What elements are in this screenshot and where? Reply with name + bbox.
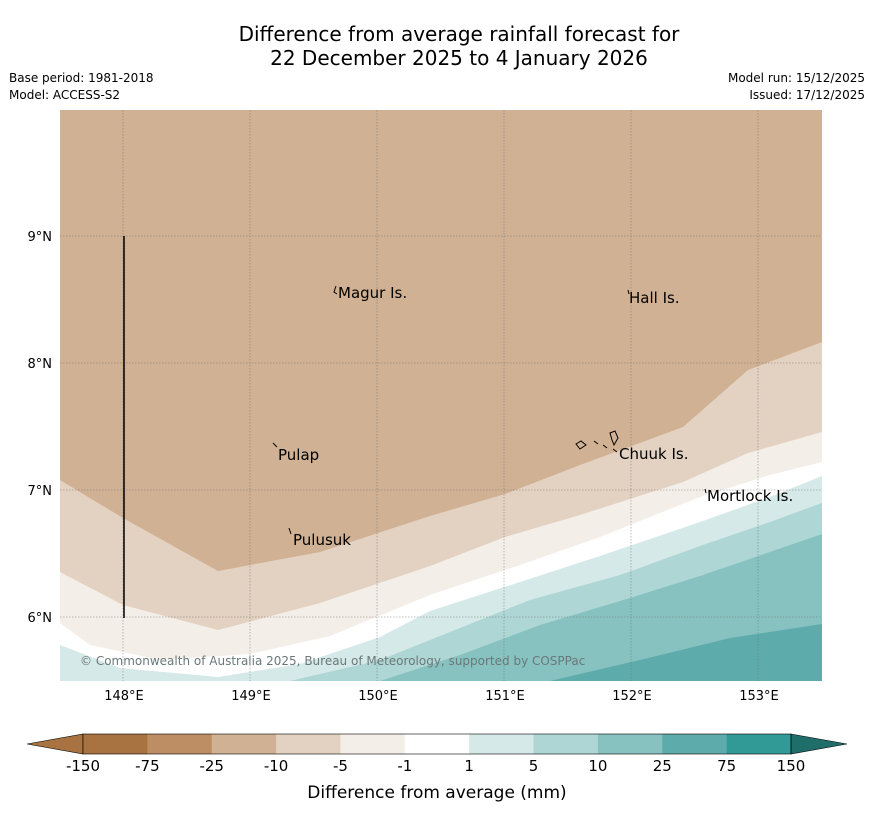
colorbar-segment-6 xyxy=(469,734,535,754)
chuuk-islet-3 xyxy=(602,444,608,449)
colorbar-tick-11: 150 xyxy=(777,757,806,775)
magur-island-shape xyxy=(333,285,338,295)
lon-label-153e: 153°E xyxy=(739,689,779,704)
island-label-pulusuk: Pulusuk xyxy=(293,531,351,549)
base-period: Base period: 1981-2018 xyxy=(9,71,154,85)
longitude-labels: 148°E 149°E 150°E 151°E 152°E 153°E xyxy=(104,689,779,704)
lon-label-152e: 152°E xyxy=(612,689,652,704)
colorbar-tick-8: 10 xyxy=(588,757,607,775)
colorbar-tick-0: -150 xyxy=(66,757,100,775)
colorbar-tick-9: 25 xyxy=(653,757,672,775)
island-outlines xyxy=(272,285,707,535)
mortlock-island-shape xyxy=(704,488,707,494)
pulap-island-shape xyxy=(272,442,278,448)
pulusuk-island-shape xyxy=(288,527,292,535)
island-labels: Magur Is. Hall Is. Pulap Chuuk Is. Mortl… xyxy=(278,284,793,549)
colorbar-tick-3: -10 xyxy=(264,757,289,775)
graticule xyxy=(60,110,822,681)
island-label-magur: Magur Is. xyxy=(338,284,407,302)
colorbar-over-arrow xyxy=(790,733,848,755)
colorbar-tick-5: -1 xyxy=(397,757,412,775)
colorbar-segment-10 xyxy=(726,734,792,754)
colorbar-segment-1 xyxy=(147,734,213,754)
colorbar-under-arrow xyxy=(26,733,84,755)
band-25-75 xyxy=(550,624,822,681)
colorbar-tick-2: -25 xyxy=(199,757,224,775)
colorbar-tick-labels: -150 -75 -25 -10 -5 -1 1 5 10 25 75 150 xyxy=(66,757,805,775)
colorbar-segment-4 xyxy=(340,734,406,754)
model-name: Model: ACCESS-S2 xyxy=(9,88,121,102)
colorbar-frame xyxy=(82,733,792,755)
colorbar-segment-5 xyxy=(404,734,470,754)
issued-date: Issued: 17/12/2025 xyxy=(749,88,865,102)
lon-label-149e: 149°E xyxy=(231,689,271,704)
colorbar-segment-9 xyxy=(662,734,728,754)
title-line-1: Difference from average rainfall forecas… xyxy=(238,22,680,46)
colorbar-segment-7 xyxy=(533,734,599,754)
title-line-2: 22 December 2025 to 4 January 2026 xyxy=(270,46,648,70)
colorbar-segment-3 xyxy=(276,734,341,754)
chuuk-islet-1 xyxy=(575,440,587,450)
latitude-labels: 9°N 8°N 7°N 6°N xyxy=(28,230,53,626)
colorbar-tick-1: -75 xyxy=(135,757,160,775)
copyright-notice: © Commonwealth of Australia 2025, Bureau… xyxy=(80,654,585,668)
colorbar-tick-10: 75 xyxy=(717,757,736,775)
colorbar-title: Difference from average (mm) xyxy=(307,783,566,803)
colorbar-tick-6: 1 xyxy=(464,757,474,775)
lon-label-148e: 148°E xyxy=(104,689,144,704)
lat-label-7n: 7°N xyxy=(28,484,53,499)
lon-label-150e: 150°E xyxy=(358,689,398,704)
colorbar-tick-7: 5 xyxy=(529,757,539,775)
lon-label-151e: 151°E xyxy=(485,689,525,704)
meta-right: Model run: 15/12/2025 Issued: 17/12/2025 xyxy=(728,70,865,104)
colorbar-segments xyxy=(83,734,792,754)
island-label-mortlock: Mortlock Is. xyxy=(707,487,793,505)
map-title: Difference from average rainfall forecas… xyxy=(0,22,873,70)
lat-label-8n: 8°N xyxy=(28,357,53,372)
colorbar-segment-0 xyxy=(83,734,148,754)
lat-label-9n: 9°N xyxy=(28,230,53,245)
island-label-pulap: Pulap xyxy=(278,446,319,464)
island-label-hall: Hall Is. xyxy=(629,289,680,307)
colorbar: -150 -75 -25 -10 -5 -1 1 5 10 25 75 150 Difference … xyxy=(26,733,848,803)
lat-label-6n: 6°N xyxy=(28,611,53,626)
chuuk-islet-4 xyxy=(609,430,619,447)
chuuk-islet-5 xyxy=(612,448,618,453)
map-plot-area: Magur Is. Hall Is. Pulap Chuuk Is. Mortl… xyxy=(60,110,822,681)
meta-left: Base period: 1981-2018 Model: ACCESS-S2 xyxy=(9,70,154,104)
colorbar-segment-8 xyxy=(597,734,663,754)
colorbar-tick-4: -5 xyxy=(333,757,348,775)
model-run: Model run: 15/12/2025 xyxy=(727,71,865,85)
chuuk-islet-2 xyxy=(593,440,599,445)
hall-island-shape xyxy=(627,289,630,295)
colorbar-segment-2 xyxy=(211,734,277,754)
island-label-chuuk: Chuuk Is. xyxy=(619,445,688,463)
